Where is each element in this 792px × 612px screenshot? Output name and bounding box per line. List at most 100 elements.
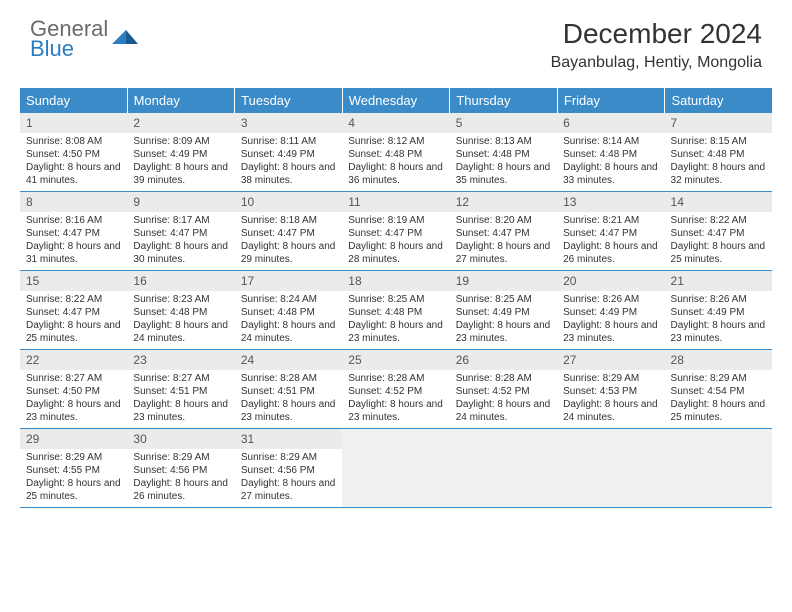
sunset-line: Sunset: 4:47 PM [241,227,336,240]
daylight-line: Daylight: 8 hours and 26 minutes. [563,240,658,266]
sunset-line: Sunset: 4:56 PM [133,464,228,477]
day-number: 9 [127,192,234,212]
sunrise-line: Sunrise: 8:15 AM [671,135,766,148]
day-body: Sunrise: 8:11 AMSunset: 4:49 PMDaylight:… [235,135,342,187]
sunset-line: Sunset: 4:48 PM [241,306,336,319]
day-number: 22 [20,350,127,370]
day-cell: 11Sunrise: 8:19 AMSunset: 4:47 PMDayligh… [342,192,449,270]
sunset-line: Sunset: 4:48 PM [348,306,443,319]
sunset-line: Sunset: 4:48 PM [348,148,443,161]
day-body: Sunrise: 8:12 AMSunset: 4:48 PMDaylight:… [342,135,449,187]
day-number: 12 [450,192,557,212]
day-number: 24 [235,350,342,370]
sunrise-line: Sunrise: 8:26 AM [671,293,766,306]
daylight-line: Daylight: 8 hours and 25 minutes. [26,477,121,503]
day-cell: 24Sunrise: 8:28 AMSunset: 4:51 PMDayligh… [235,350,342,428]
sunrise-line: Sunrise: 8:08 AM [26,135,121,148]
logo: General Blue [30,18,138,60]
sunrise-line: Sunrise: 8:16 AM [26,214,121,227]
sunset-line: Sunset: 4:54 PM [671,385,766,398]
day-number: 23 [127,350,234,370]
daylight-line: Daylight: 8 hours and 25 minutes. [671,398,766,424]
daylight-line: Daylight: 8 hours and 35 minutes. [456,161,551,187]
sunrise-line: Sunrise: 8:25 AM [348,293,443,306]
weekday-header: Monday [128,88,236,113]
sunset-line: Sunset: 4:49 PM [563,306,658,319]
daylight-line: Daylight: 8 hours and 24 minutes. [456,398,551,424]
title-block: December 2024 Bayanbulag, Hentiy, Mongol… [551,18,762,72]
sunrise-line: Sunrise: 8:29 AM [26,451,121,464]
day-number: 25 [342,350,449,370]
day-cell: 9Sunrise: 8:17 AMSunset: 4:47 PMDaylight… [127,192,234,270]
weekday-header: Sunday [20,88,128,113]
header: General Blue December 2024 Bayanbulag, H… [0,0,792,80]
sunset-line: Sunset: 4:48 PM [671,148,766,161]
day-cell: 7Sunrise: 8:15 AMSunset: 4:48 PMDaylight… [665,113,772,191]
daylight-line: Daylight: 8 hours and 36 minutes. [348,161,443,187]
day-number: 29 [20,429,127,449]
week-row: 29Sunrise: 8:29 AMSunset: 4:55 PMDayligh… [20,429,772,508]
day-cell: 4Sunrise: 8:12 AMSunset: 4:48 PMDaylight… [342,113,449,191]
day-number: 2 [127,113,234,133]
sunrise-line: Sunrise: 8:29 AM [241,451,336,464]
daylight-line: Daylight: 8 hours and 32 minutes. [671,161,766,187]
sunrise-line: Sunrise: 8:13 AM [456,135,551,148]
daylight-line: Daylight: 8 hours and 29 minutes. [241,240,336,266]
day-cell: 22Sunrise: 8:27 AMSunset: 4:50 PMDayligh… [20,350,127,428]
daylight-line: Daylight: 8 hours and 23 minutes. [241,398,336,424]
day-cell: 6Sunrise: 8:14 AMSunset: 4:48 PMDaylight… [557,113,664,191]
sunrise-line: Sunrise: 8:28 AM [241,372,336,385]
daylight-line: Daylight: 8 hours and 25 minutes. [671,240,766,266]
daylight-line: Daylight: 8 hours and 27 minutes. [241,477,336,503]
sunset-line: Sunset: 4:56 PM [241,464,336,477]
day-number: 13 [557,192,664,212]
sunset-line: Sunset: 4:47 PM [348,227,443,240]
day-cell: 18Sunrise: 8:25 AMSunset: 4:48 PMDayligh… [342,271,449,349]
day-cell: 13Sunrise: 8:21 AMSunset: 4:47 PMDayligh… [557,192,664,270]
day-number: 8 [20,192,127,212]
day-cell: 8Sunrise: 8:16 AMSunset: 4:47 PMDaylight… [20,192,127,270]
day-number: 20 [557,271,664,291]
location: Bayanbulag, Hentiy, Mongolia [551,54,762,72]
daylight-line: Daylight: 8 hours and 24 minutes. [133,319,228,345]
day-number: 19 [450,271,557,291]
sunrise-line: Sunrise: 8:25 AM [456,293,551,306]
day-cell: 17Sunrise: 8:24 AMSunset: 4:48 PMDayligh… [235,271,342,349]
day-cell [342,429,449,507]
day-cell: 12Sunrise: 8:20 AMSunset: 4:47 PMDayligh… [450,192,557,270]
day-body: Sunrise: 8:29 AMSunset: 4:53 PMDaylight:… [557,372,664,424]
sunrise-line: Sunrise: 8:23 AM [133,293,228,306]
sunset-line: Sunset: 4:48 PM [133,306,228,319]
day-number: 10 [235,192,342,212]
daylight-line: Daylight: 8 hours and 23 minutes. [671,319,766,345]
sunrise-line: Sunrise: 8:20 AM [456,214,551,227]
day-body: Sunrise: 8:29 AMSunset: 4:56 PMDaylight:… [235,451,342,503]
week-row: 22Sunrise: 8:27 AMSunset: 4:50 PMDayligh… [20,350,772,429]
sunset-line: Sunset: 4:55 PM [26,464,121,477]
day-body: Sunrise: 8:15 AMSunset: 4:48 PMDaylight:… [665,135,772,187]
triangle-icon [112,30,138,53]
day-body: Sunrise: 8:22 AMSunset: 4:47 PMDaylight:… [665,214,772,266]
weekday-header: Tuesday [235,88,343,113]
day-number: 3 [235,113,342,133]
day-cell: 2Sunrise: 8:09 AMSunset: 4:49 PMDaylight… [127,113,234,191]
day-number: 14 [665,192,772,212]
calendar: SundayMondayTuesdayWednesdayThursdayFrid… [20,88,772,508]
sunset-line: Sunset: 4:48 PM [563,148,658,161]
daylight-line: Daylight: 8 hours and 38 minutes. [241,161,336,187]
sunset-line: Sunset: 4:47 PM [671,227,766,240]
day-body: Sunrise: 8:09 AMSunset: 4:49 PMDaylight:… [127,135,234,187]
sunset-line: Sunset: 4:50 PM [26,385,121,398]
day-body: Sunrise: 8:16 AMSunset: 4:47 PMDaylight:… [20,214,127,266]
sunset-line: Sunset: 4:48 PM [456,148,551,161]
day-body: Sunrise: 8:20 AMSunset: 4:47 PMDaylight:… [450,214,557,266]
daylight-line: Daylight: 8 hours and 23 minutes. [456,319,551,345]
day-body: Sunrise: 8:27 AMSunset: 4:50 PMDaylight:… [20,372,127,424]
weekday-header: Thursday [450,88,558,113]
day-number: 6 [557,113,664,133]
weeks-container: 1Sunrise: 8:08 AMSunset: 4:50 PMDaylight… [20,113,772,508]
day-number: 18 [342,271,449,291]
daylight-line: Daylight: 8 hours and 23 minutes. [563,319,658,345]
day-number: 5 [450,113,557,133]
sunset-line: Sunset: 4:50 PM [26,148,121,161]
